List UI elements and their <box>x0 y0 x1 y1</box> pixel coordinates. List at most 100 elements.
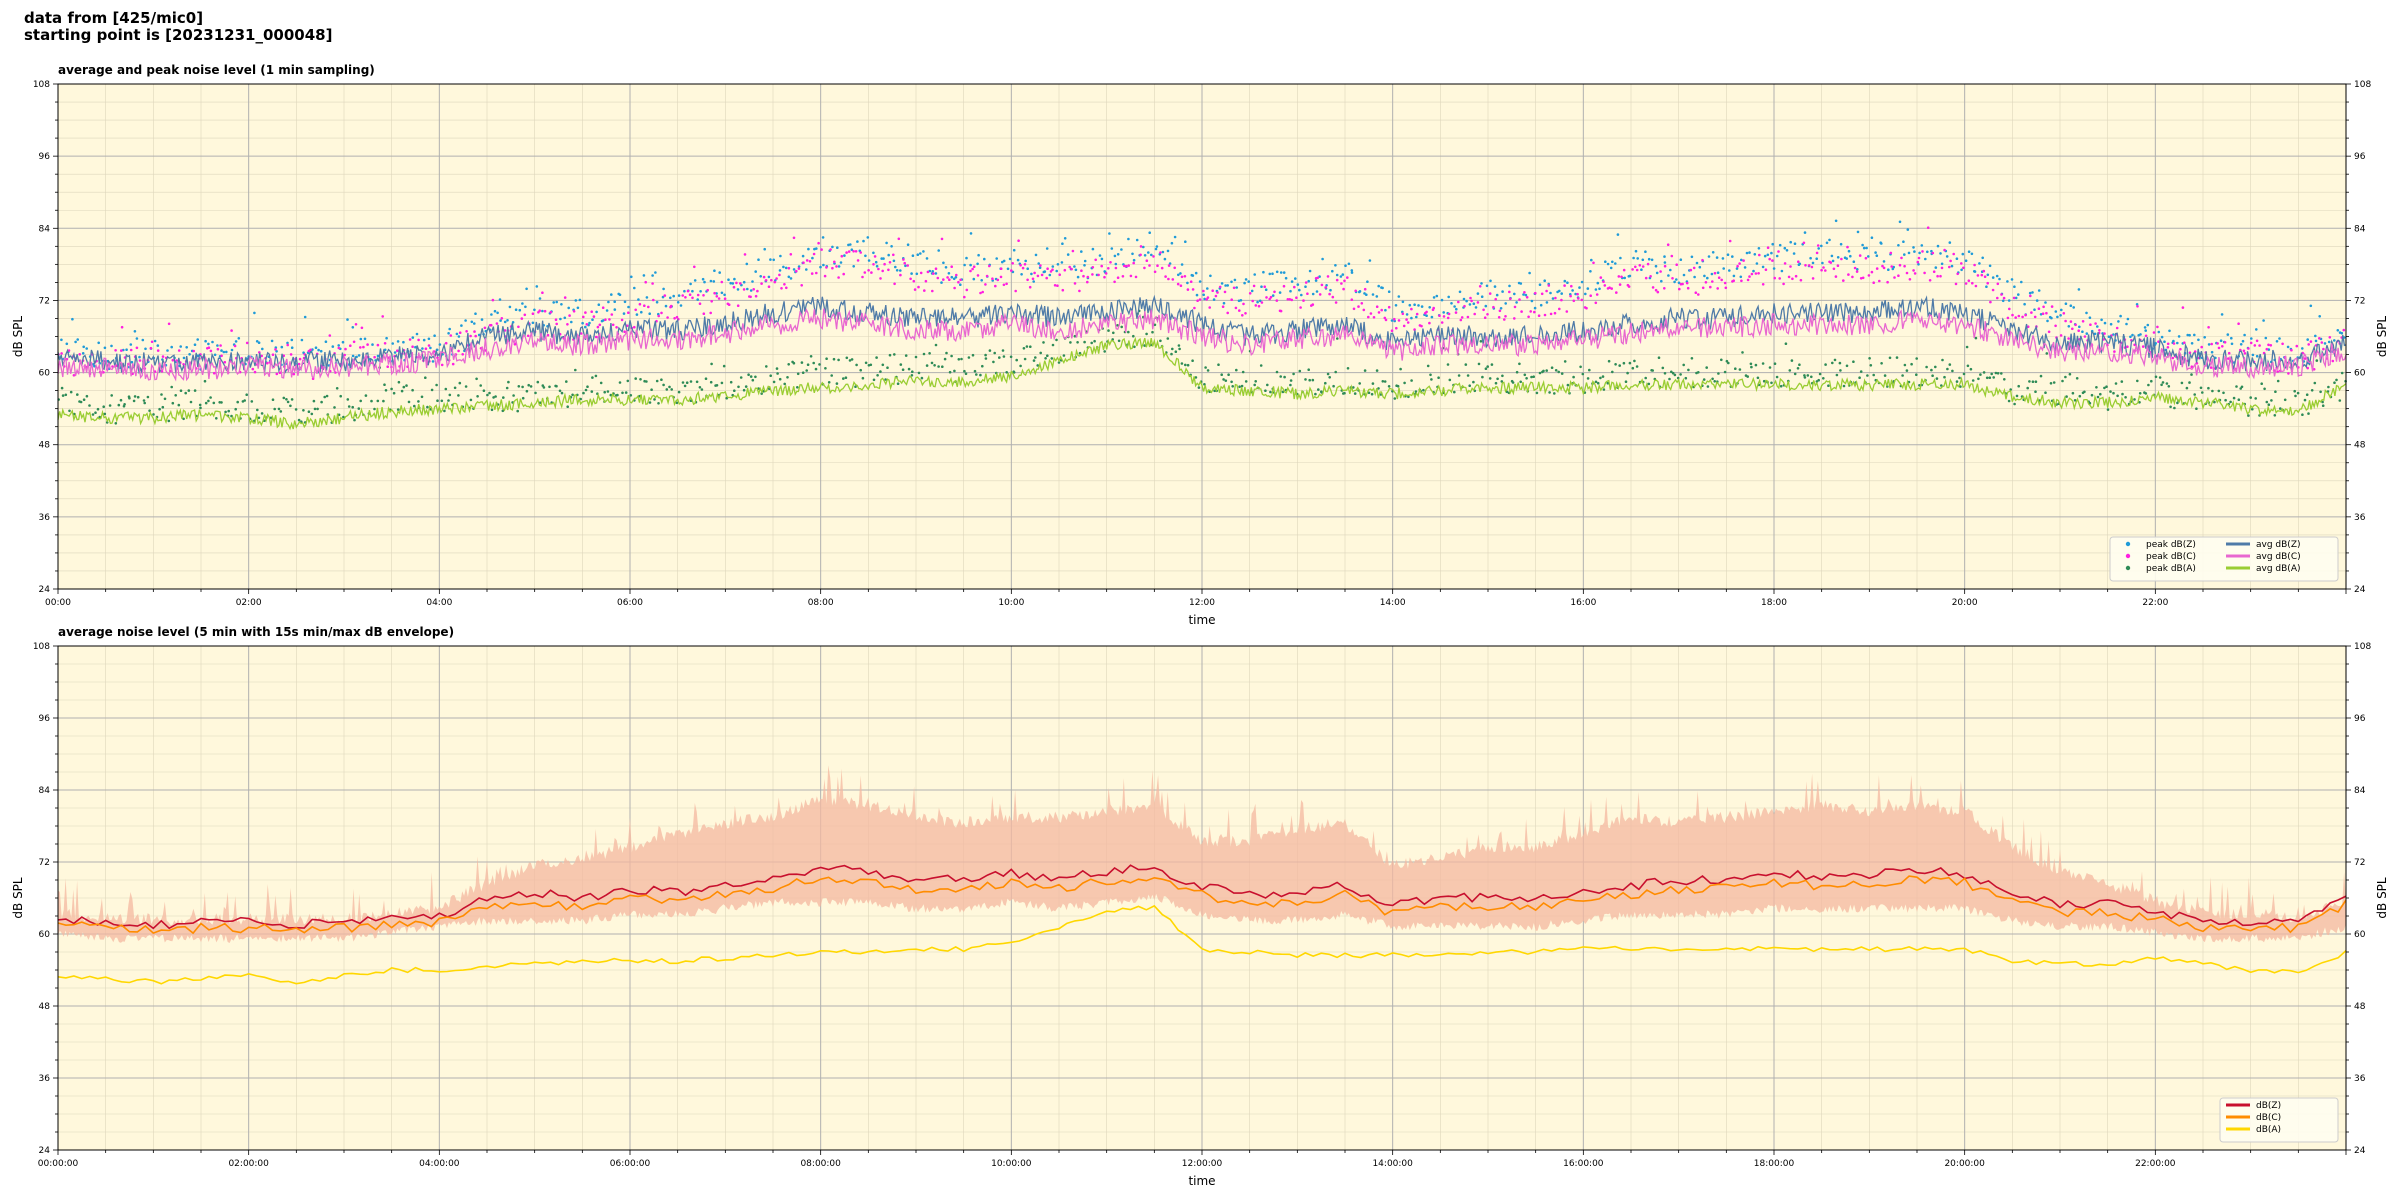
y-tick-label-right: 96 <box>2354 152 2366 162</box>
data-point <box>1150 253 1153 257</box>
data-point <box>831 266 834 270</box>
data-point <box>797 267 801 270</box>
data-point <box>1542 369 1545 373</box>
data-point <box>407 400 411 404</box>
data-point <box>796 386 799 389</box>
data-point <box>337 346 341 350</box>
data-point <box>2105 385 2108 389</box>
data-point <box>136 395 140 399</box>
data-point <box>1061 242 1064 245</box>
data-point <box>1253 383 1256 387</box>
data-point <box>1254 304 1258 307</box>
data-point <box>1563 284 1566 287</box>
data-point <box>2060 308 2063 312</box>
series-line <box>57 336 2347 431</box>
data-point <box>2328 336 2332 339</box>
data-point <box>691 289 694 293</box>
data-point <box>800 361 804 364</box>
data-point <box>1455 307 1458 311</box>
data-point <box>424 376 427 380</box>
data-point <box>1811 261 1815 265</box>
legend-marker <box>2125 565 2131 571</box>
data-point <box>642 274 646 277</box>
data-point <box>376 343 380 347</box>
series-avg-db-c <box>57 308 2347 382</box>
data-point <box>1778 243 1782 247</box>
data-point <box>2213 400 2216 404</box>
data-point <box>1741 351 1744 354</box>
data-point <box>1515 370 1519 374</box>
data-point <box>764 279 768 282</box>
data-point <box>875 264 879 268</box>
data-point <box>1590 258 1593 262</box>
data-point <box>1435 294 1439 298</box>
data-point <box>1206 296 1210 299</box>
data-point <box>745 262 749 266</box>
data-point <box>1180 263 1184 266</box>
data-point <box>754 294 758 298</box>
data-point <box>2011 313 2014 317</box>
data-point <box>568 314 571 317</box>
data-point <box>651 282 654 285</box>
data-point <box>1334 264 1337 267</box>
data-point <box>2047 330 2051 334</box>
data-point <box>691 296 694 300</box>
series-avg-db-a <box>57 336 2347 431</box>
data-point <box>977 253 980 257</box>
data-point <box>1948 265 1951 269</box>
data-point <box>1230 380 1233 384</box>
data-point <box>1549 291 1552 295</box>
data-point <box>1264 288 1268 292</box>
data-point <box>491 298 495 302</box>
data-point <box>1034 356 1037 359</box>
data-point <box>2314 339 2318 343</box>
data-point <box>1377 284 1380 288</box>
data-point <box>1917 263 1920 266</box>
data-point <box>931 270 934 273</box>
data-point <box>1151 330 1154 334</box>
data-point <box>1163 257 1167 261</box>
data-point <box>1901 374 1904 377</box>
data-point <box>2210 342 2213 346</box>
data-point <box>2177 335 2181 338</box>
data-point <box>1029 345 1032 349</box>
data-point <box>521 302 524 305</box>
data-point <box>179 345 182 348</box>
data-point <box>2250 337 2253 340</box>
data-point <box>995 257 998 260</box>
data-point <box>1474 306 1478 309</box>
data-point <box>1931 251 1935 255</box>
data-point <box>1641 258 1645 262</box>
data-point <box>1551 297 1555 300</box>
data-point <box>560 391 564 395</box>
data-point <box>1880 242 1883 245</box>
data-point <box>1886 280 1889 284</box>
data-point <box>489 323 493 327</box>
data-point <box>1459 318 1463 322</box>
data-point <box>457 335 461 338</box>
data-point <box>1184 363 1187 367</box>
data-point <box>1458 290 1462 294</box>
data-point <box>1213 389 1216 393</box>
data-point <box>1720 358 1723 362</box>
data-point <box>302 409 305 412</box>
data-point <box>1976 274 1980 277</box>
data-point <box>524 305 527 309</box>
data-point <box>1133 345 1136 349</box>
data-point <box>934 343 938 347</box>
data-point <box>255 408 259 412</box>
data-point <box>1988 376 1992 380</box>
data-point <box>582 391 585 395</box>
data-point <box>760 392 763 395</box>
data-point <box>1867 255 1870 258</box>
data-point <box>2013 285 2016 289</box>
data-point <box>2037 289 2041 292</box>
y-tick-label: 24 <box>39 585 51 595</box>
data-point <box>2150 379 2153 383</box>
data-point <box>2264 336 2268 340</box>
data-point <box>736 288 740 291</box>
data-point <box>655 379 659 383</box>
data-point <box>643 304 646 308</box>
data-point <box>1226 311 1229 315</box>
data-point <box>1241 370 1245 374</box>
